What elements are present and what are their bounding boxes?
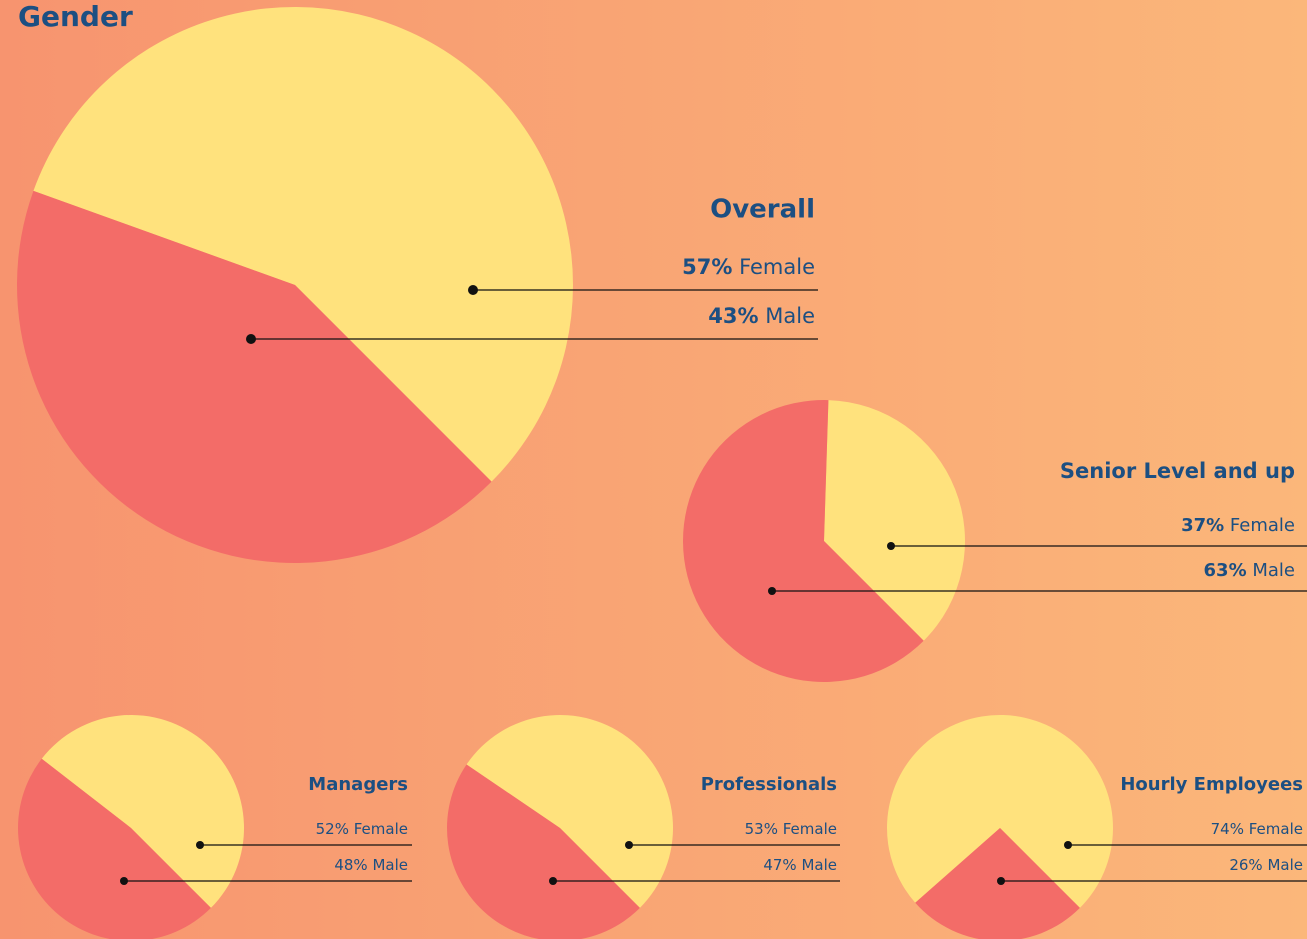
- pie-slice: [887, 714, 1113, 908]
- slice-category: Female: [1230, 515, 1295, 536]
- leader-dot: [120, 877, 128, 885]
- slice-value-label: 43%: [708, 304, 758, 328]
- leader-dot: [196, 841, 204, 849]
- slice-label: 53% Female: [745, 820, 837, 838]
- slice-label: 26% Male: [1229, 856, 1303, 874]
- page-title: Gender: [18, 0, 133, 33]
- slice-value-label: 57%: [682, 255, 732, 279]
- leader-dot: [1064, 841, 1072, 849]
- slice-value-label: 48%: [334, 856, 367, 874]
- slice-label: 74% Female: [1211, 820, 1303, 838]
- slice-label: 43% Male: [708, 304, 815, 328]
- slice-value-label: 52%: [316, 820, 349, 838]
- leader-dot: [768, 587, 776, 595]
- slice-value-label: 63%: [1204, 560, 1247, 581]
- slice-category: Male: [1267, 856, 1303, 874]
- slice-value-label: 26%: [1229, 856, 1262, 874]
- chart-title: Managers: [308, 774, 408, 795]
- slice-label: 63% Male: [1204, 560, 1295, 581]
- chart-title: Hourly Employees: [1120, 774, 1303, 795]
- chart-title: Senior Level and up: [1060, 459, 1295, 483]
- pie-slice: [16, 190, 492, 564]
- chart-title: Overall: [710, 195, 815, 225]
- leader-dot: [246, 334, 256, 344]
- leader-dot: [549, 877, 557, 885]
- leader-dot: [468, 285, 478, 295]
- slice-category: Female: [1249, 820, 1303, 838]
- pie-slice: [18, 758, 211, 939]
- slice-category: Female: [739, 255, 815, 279]
- slice-value-label: 37%: [1181, 515, 1224, 536]
- slice-category: Female: [783, 820, 837, 838]
- leader-dot: [625, 841, 633, 849]
- pie-slice: [915, 828, 1080, 939]
- slice-label: 57% Female: [682, 255, 815, 279]
- slice-value-label: 53%: [745, 820, 778, 838]
- slice-category: Male: [801, 856, 837, 874]
- chart-title: Professionals: [701, 774, 837, 795]
- slice-category: Male: [1252, 560, 1295, 581]
- slice-value-label: 47%: [763, 856, 796, 874]
- pie-slice: [682, 400, 924, 682]
- pie-slice: [447, 764, 640, 939]
- slice-category: Male: [372, 856, 408, 874]
- slice-label: 37% Female: [1181, 515, 1295, 536]
- pie-slice: [824, 400, 965, 641]
- slice-label: 52% Female: [316, 820, 408, 838]
- slice-category: Female: [354, 820, 408, 838]
- slice-label: 48% Male: [334, 856, 408, 874]
- leader-dot: [887, 542, 895, 550]
- slice-value-label: 74%: [1211, 820, 1244, 838]
- slice-label: 47% Male: [763, 856, 837, 874]
- pie-slice: [466, 715, 673, 908]
- pie-slice: [33, 7, 573, 482]
- leader-dot: [997, 877, 1005, 885]
- pie-slice: [41, 714, 245, 908]
- slice-category: Male: [765, 304, 815, 328]
